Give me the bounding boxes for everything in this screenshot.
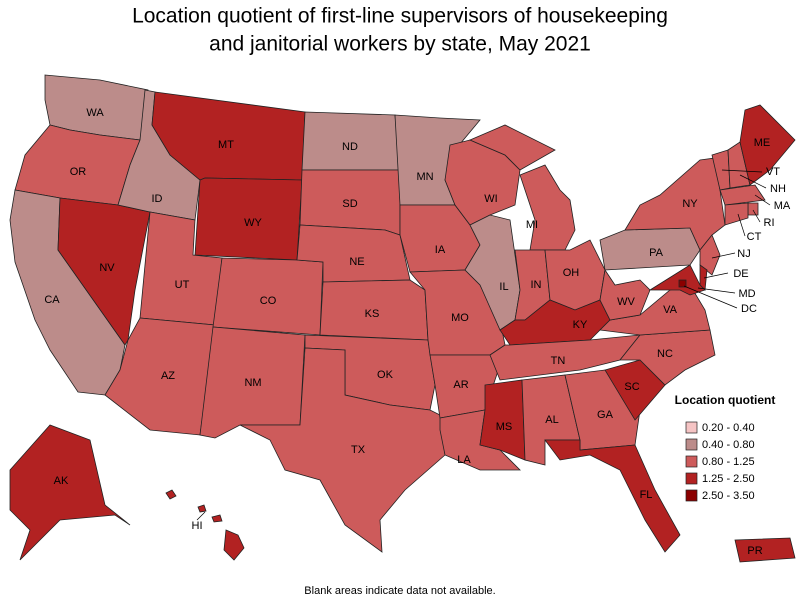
state-label: VA [663, 304, 678, 316]
legend: 0.20 - 0.40 0.40 - 0.80 0.80 - 1.25 1.25 - … [685, 421, 755, 502]
state-shape [223, 529, 245, 561]
state-label: OK [377, 369, 394, 381]
states: WA OR CA NV ID MT WY UT AZ CO NM ND SD NE KS OK TX MN IA MO… [9, 74, 796, 563]
state-shape [165, 489, 177, 500]
state-shape [468, 124, 556, 171]
state-label: WI [484, 193, 497, 205]
state-label: HI [192, 520, 203, 532]
state-shape [197, 504, 207, 513]
state-label: RI [764, 217, 775, 229]
state-label: IA [435, 244, 446, 256]
state-label: ID [152, 193, 163, 205]
state-shape [734, 537, 796, 563]
state-shape [519, 164, 576, 251]
state-label: MS [496, 421, 513, 433]
footnote: Blank areas indicate data not available. [304, 585, 495, 597]
state-label: KS [365, 308, 380, 320]
legend-swatch [685, 472, 698, 485]
legend-title: Location quotient [675, 393, 776, 407]
small-state-labels: VT NH MA RI CT NJ DE MD DC HI [192, 166, 791, 532]
state-label: NY [682, 198, 698, 210]
state-label: KY [573, 319, 588, 331]
legend-swatch [685, 421, 698, 434]
legend-label: 0.20 - 0.40 [702, 422, 755, 434]
state-label: NM [244, 377, 261, 389]
state-shape [9, 424, 131, 561]
legend-label: 2.50 - 3.50 [702, 490, 755, 502]
state-label: CA [44, 294, 60, 306]
state-label: WA [86, 107, 104, 119]
state-label: WV [617, 296, 635, 308]
state-label: IN [531, 279, 542, 291]
state-label: MO [451, 312, 469, 324]
state-shape [678, 279, 687, 288]
state-label: FL [640, 489, 653, 501]
state-label: AL [545, 414, 558, 426]
state-shape [739, 104, 796, 186]
state-label: NJ [737, 248, 750, 260]
state-label: UT [175, 279, 190, 291]
state-label: PA [649, 247, 664, 259]
state-shape [724, 202, 749, 226]
state-label: ND [342, 141, 358, 153]
title-line: Location quotient of first-line supervis… [132, 5, 668, 28]
state-label: MI [526, 219, 538, 231]
leader-lines [196, 169, 771, 521]
state-label: ME [754, 137, 771, 149]
legend-swatch [685, 455, 698, 468]
legend-label: 1.25 - 2.50 [702, 473, 755, 485]
state-shape [747, 202, 759, 216]
state-label: DE [733, 268, 748, 280]
state-label: MN [416, 171, 433, 183]
state-label: TN [551, 355, 566, 367]
state-label: OH [563, 267, 580, 279]
state-label: NC [657, 348, 673, 360]
state-label: LA [457, 454, 471, 466]
legend-label: 0.80 - 1.25 [702, 456, 755, 468]
state-label: OR [70, 166, 87, 178]
state-label: TX [351, 444, 366, 456]
state-label: CO [260, 295, 277, 307]
state-label: AK [54, 475, 69, 487]
state-label: MA [774, 200, 791, 212]
state-label: MT [218, 139, 234, 151]
state-label: MD [738, 288, 755, 300]
state-label: IL [499, 281, 508, 293]
state-shape [544, 439, 681, 553]
state-label: WY [244, 217, 262, 229]
legend-swatch [685, 438, 698, 451]
state-label: SD [342, 198, 357, 210]
state-shape [719, 184, 766, 206]
title-line: and janitorial workers by state, May 202… [209, 33, 591, 56]
state-shape [212, 257, 324, 336]
state-label: NH [770, 183, 786, 195]
state-label: GA [597, 409, 614, 421]
state-label: AR [453, 379, 468, 391]
state-shape [194, 177, 303, 261]
state-label: NV [99, 262, 115, 274]
state-shape [699, 234, 721, 276]
state-label: CT [747, 231, 762, 243]
state-shape [648, 264, 706, 296]
state-label: SC [624, 381, 639, 393]
legend-label: 0.40 - 0.80 [702, 439, 755, 451]
state-label: DC [741, 303, 757, 315]
state-label: PR [747, 545, 762, 557]
state-shape [239, 347, 446, 553]
state-shape [211, 514, 223, 523]
state-label: AZ [161, 370, 175, 382]
state-shape [599, 268, 651, 321]
state-label: VT [766, 166, 780, 178]
legend-swatch [685, 489, 698, 502]
state-label: NE [349, 256, 364, 268]
